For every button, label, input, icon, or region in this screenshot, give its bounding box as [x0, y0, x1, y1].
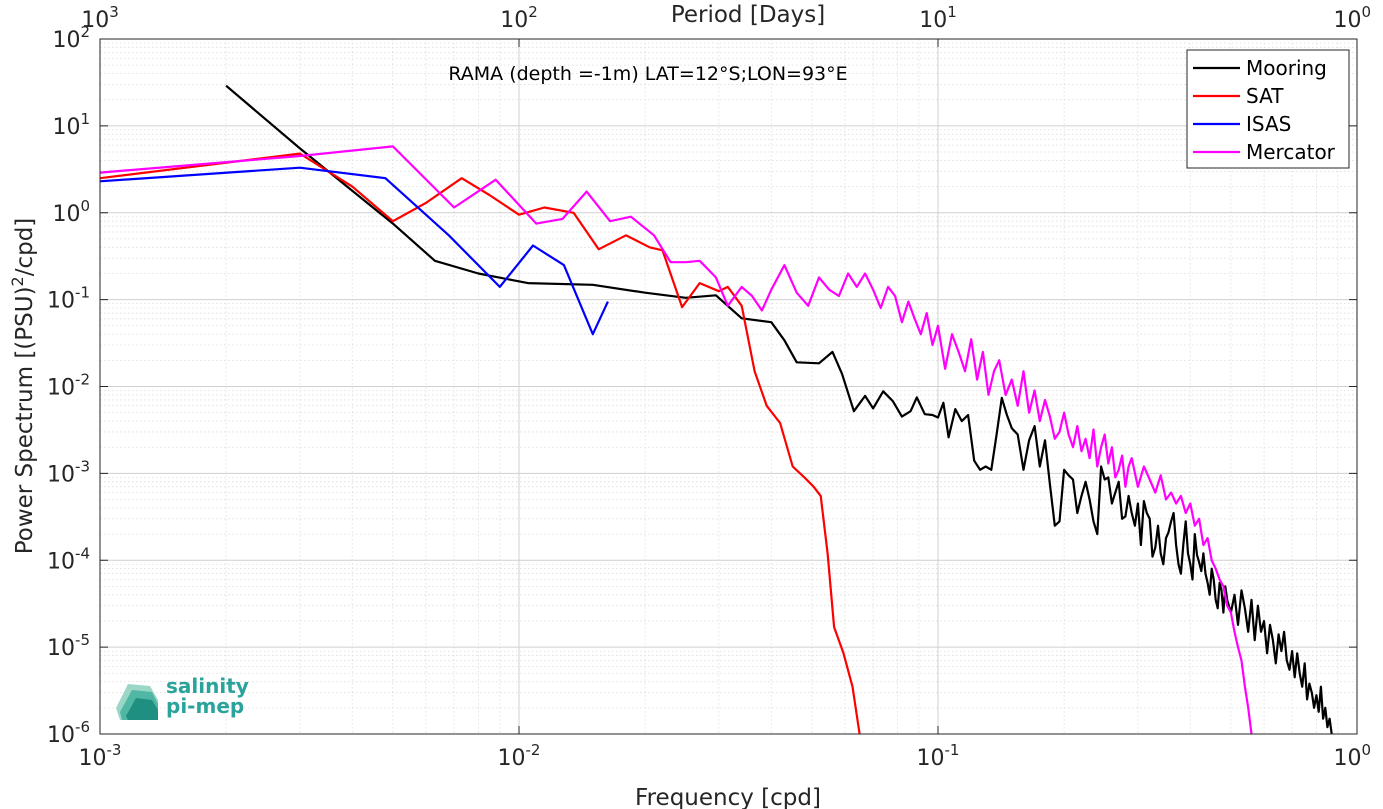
top-tick-label: 103 — [81, 3, 119, 33]
chart-title: RAMA (depth =-1m) LAT=12°S;LON=93°E — [448, 63, 847, 85]
top-tick-label: 102 — [500, 3, 538, 33]
y-tick-label: 10-3 — [47, 457, 90, 487]
y-tick-label: 100 — [52, 197, 90, 227]
legend: Mooring SAT ISAS Mercator — [1186, 49, 1350, 169]
x-axis-label: Frequency [cpd] — [635, 785, 821, 809]
x-tick-label: 10-2 — [498, 741, 541, 771]
legend-label-mooring: Mooring — [1246, 56, 1327, 80]
legend-items: Mooring SAT ISAS Mercator — [1193, 56, 1336, 164]
x-tick-label: 10-1 — [917, 741, 960, 771]
axis-ticks — [99, 38, 1358, 735]
top-tick-label: 101 — [919, 3, 957, 33]
y-tick-label: 10-1 — [47, 284, 90, 314]
x-tick-label: 10-3 — [79, 741, 122, 771]
series-line-sat — [99, 152, 861, 735]
logo-wave-front — [126, 698, 158, 720]
top-axis-label: Period [Days] — [671, 2, 825, 28]
y-axis-label: Power Spectrum [(PSU)2/cpd] — [8, 218, 38, 555]
y-tick-label: 10-4 — [47, 544, 90, 574]
y-tick-label: 10-6 — [47, 718, 90, 748]
series-line-isas — [99, 166, 609, 336]
y-tick-label: 10-2 — [47, 371, 90, 401]
legend-label-isas: ISAS — [1246, 112, 1291, 136]
y-tick-label: 10-5 — [47, 631, 90, 661]
top-tick-label: 100 — [1333, 3, 1371, 33]
y-tick-label: 101 — [52, 110, 90, 140]
series-group — [99, 84, 1333, 735]
series-line-mooring — [225, 84, 1333, 735]
legend-box — [1186, 49, 1350, 169]
x-tick-label: 100 — [1333, 741, 1371, 771]
y-tick-label: 102 — [52, 23, 90, 53]
series-line-mercator — [99, 145, 1253, 735]
salinity-pi-mep-logo: salinity pi-mep — [116, 674, 249, 720]
legend-label-mercator: Mercator — [1246, 140, 1336, 164]
logo-text-salinity: salinity — [166, 674, 249, 698]
grid — [99, 38, 1358, 735]
legend-label-sat: SAT — [1246, 84, 1284, 108]
logo-text-pi-mep: pi-mep — [166, 694, 244, 718]
